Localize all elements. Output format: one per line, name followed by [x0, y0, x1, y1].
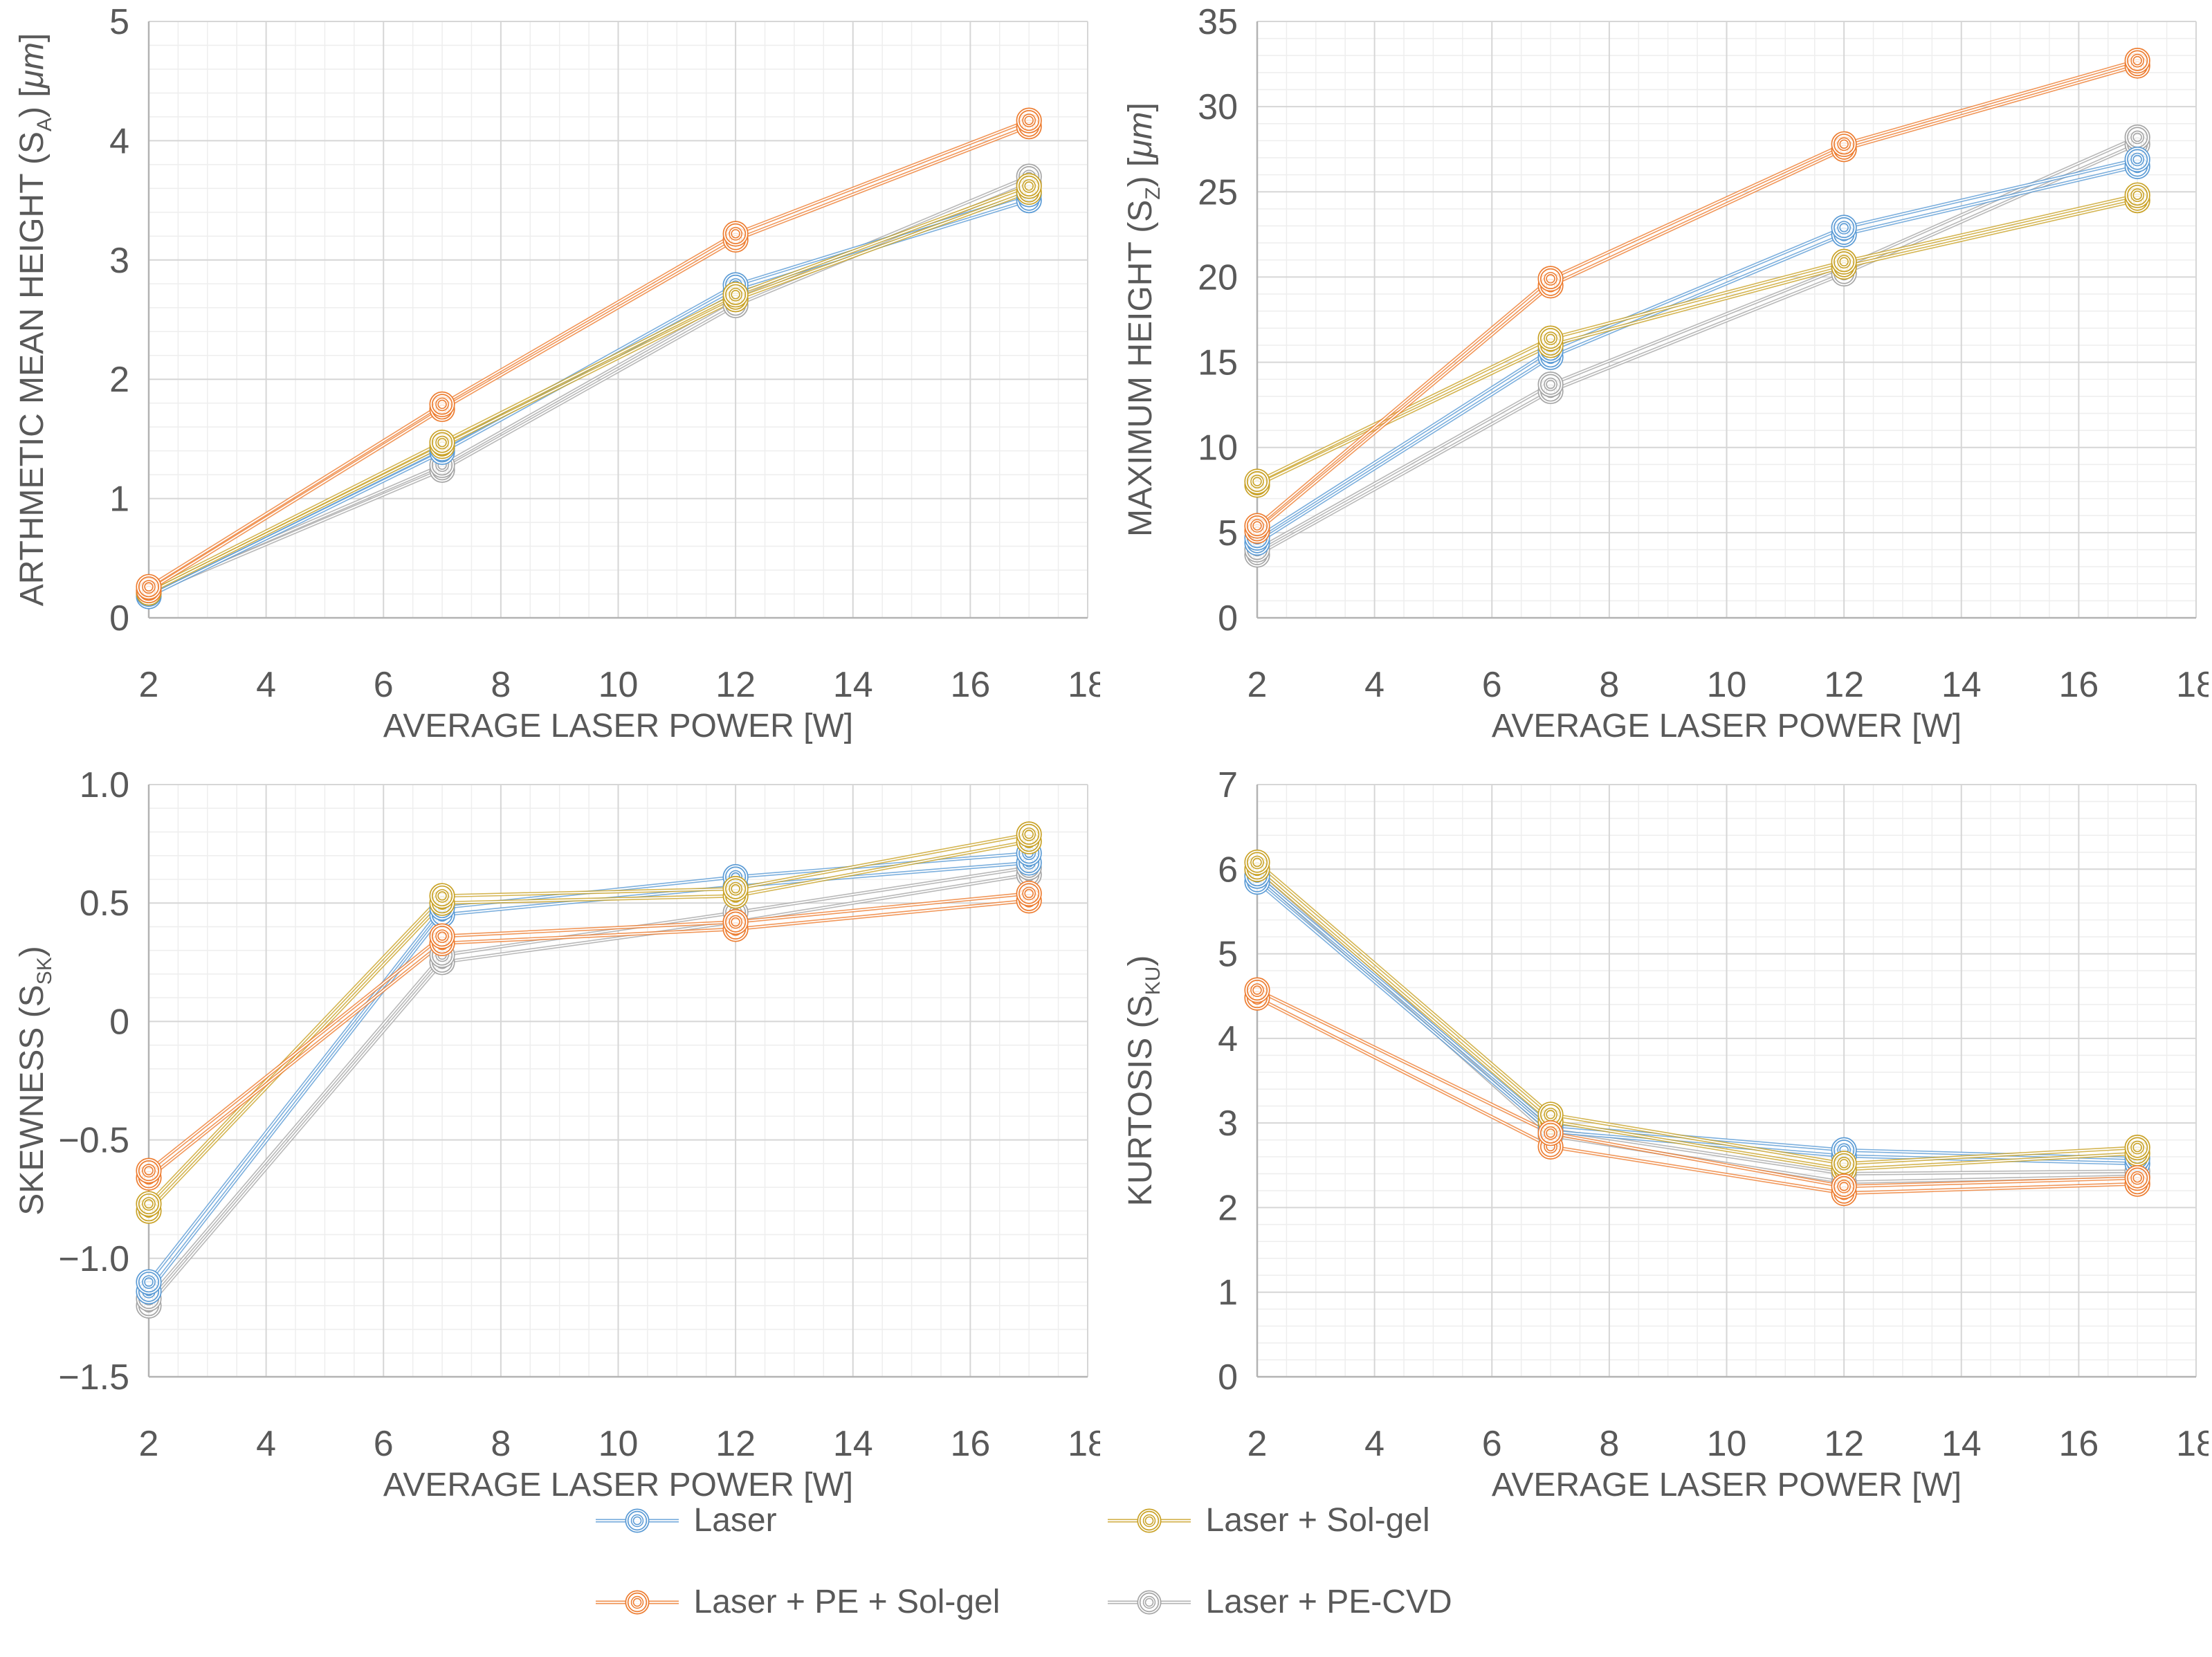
svg-text:8: 8: [1599, 1424, 1619, 1464]
svg-text:0: 0: [1218, 598, 1238, 639]
svg-text:15: 15: [1198, 343, 1238, 383]
svg-text:0: 0: [109, 598, 129, 639]
svg-text:MAXIMUM HEIGHT (SZ) [μm]: MAXIMUM HEIGHT (SZ) [μm]: [1122, 102, 1164, 537]
legend-label-laser-sol-gel: Laser + Sol-gel: [1205, 1502, 1430, 1539]
legend: Laser Laser + Sol-gel Laser + PE + Sol-g…: [0, 1500, 2212, 1623]
svg-text:12: 12: [1824, 1424, 1864, 1464]
svg-text:16: 16: [2058, 665, 2099, 705]
svg-text:5: 5: [1218, 513, 1238, 553]
chart-maximum-height: 2 4 6 8 10 12 14 16 18 0 5 10 15 20 25 30 35 AVERAGE LASE…: [1122, 3, 2209, 744]
svg-text:16: 16: [950, 665, 990, 705]
svg-text:2: 2: [109, 360, 129, 400]
svg-text:8: 8: [491, 1424, 511, 1464]
svg-text:0.5: 0.5: [80, 884, 129, 924]
svg-text:10: 10: [598, 1424, 639, 1464]
svg-text:−1.5: −1.5: [58, 1357, 129, 1398]
svg-text:6: 6: [374, 665, 394, 705]
svg-text:16: 16: [2058, 1424, 2099, 1464]
laser-series-marker-icon: [595, 1508, 679, 1533]
legend-label-laser-pe-sol-gel: Laser + PE + Sol-gel: [693, 1584, 1000, 1620]
svg-text:6: 6: [374, 1424, 394, 1464]
svg-text:5: 5: [1218, 935, 1238, 975]
svg-text:14: 14: [1941, 665, 1982, 705]
svg-text:35: 35: [1198, 3, 1238, 42]
svg-text:18: 18: [1068, 1424, 1100, 1464]
svg-text:8: 8: [1599, 665, 1619, 705]
svg-text:AVERAGE LASER POWER [W]: AVERAGE LASER POWER [W]: [383, 1467, 853, 1503]
legend-grid: Laser Laser + Sol-gel Laser + PE + Sol-g…: [0, 1500, 2212, 1623]
svg-text:10: 10: [1707, 665, 1747, 705]
legend-item-laser-pe-sol-gel: Laser + PE + Sol-gel: [594, 1582, 1106, 1623]
legend-item-laser: Laser: [594, 1500, 1106, 1541]
legend-item-laser-sol-gel: Laser + Sol-gel: [1106, 1500, 1618, 1541]
svg-text:6: 6: [1482, 1424, 1502, 1464]
svg-text:12: 12: [1824, 665, 1864, 705]
svg-text:0: 0: [109, 1002, 129, 1042]
svg-text:2: 2: [139, 1424, 159, 1464]
svg-text:−0.5: −0.5: [58, 1121, 129, 1161]
svg-text:20: 20: [1198, 257, 1238, 297]
svg-text:2: 2: [1218, 1188, 1238, 1228]
svg-text:10: 10: [598, 665, 639, 705]
svg-text:AVERAGE LASER POWER [W]: AVERAGE LASER POWER [W]: [1492, 708, 1962, 744]
svg-text:4: 4: [256, 665, 276, 705]
svg-text:6: 6: [1218, 850, 1238, 890]
svg-text:4: 4: [1364, 1424, 1384, 1464]
chart-skewness: 2 4 6 8 10 12 14 16 18 −1.5 −1.0 −0.5 0 0.5 1.0 AVERAGE…: [14, 765, 1100, 1503]
svg-text:3: 3: [109, 241, 129, 281]
laser-pe-cvd-series-marker-icon: [1107, 1590, 1191, 1615]
svg-text:7: 7: [1218, 765, 1238, 805]
svg-text:30: 30: [1198, 87, 1238, 127]
laser-sol-gel-series-marker-icon: [1107, 1508, 1191, 1533]
svg-text:4: 4: [1364, 665, 1384, 705]
svg-text:ARTHMETIC MEAN HEIGHT (SA) [μm: ARTHMETIC MEAN HEIGHT (SA) [μm]: [14, 33, 56, 607]
svg-text:10: 10: [1198, 428, 1238, 468]
svg-text:1: 1: [109, 479, 129, 520]
svg-text:5: 5: [109, 3, 129, 42]
svg-text:18: 18: [2176, 665, 2209, 705]
legend-label-laser: Laser: [693, 1502, 777, 1539]
svg-text:14: 14: [833, 1424, 873, 1464]
svg-text:4: 4: [109, 121, 129, 161]
svg-text:1: 1: [1218, 1273, 1238, 1313]
svg-text:−1.0: −1.0: [58, 1239, 129, 1279]
svg-text:4: 4: [1218, 1019, 1238, 1059]
svg-text:8: 8: [491, 665, 511, 705]
legend-label-laser-pe-cvd: Laser + PE-CVD: [1205, 1584, 1452, 1620]
svg-text:18: 18: [1068, 665, 1100, 705]
laser-pe-sol-gel-series-marker-icon: [595, 1590, 679, 1615]
svg-text:14: 14: [1941, 1424, 1982, 1464]
svg-text:2: 2: [1247, 1424, 1268, 1464]
svg-text:AVERAGE LASER POWER [W]: AVERAGE LASER POWER [W]: [383, 708, 853, 744]
legend-item-laser-pe-cvd: Laser + PE-CVD: [1106, 1582, 1618, 1623]
svg-text:2: 2: [1247, 665, 1268, 705]
svg-text:25: 25: [1198, 172, 1238, 212]
svg-text:1.0: 1.0: [80, 765, 129, 805]
svg-text:14: 14: [833, 665, 873, 705]
svg-text:18: 18: [2176, 1424, 2209, 1464]
svg-text:KURTOSIS (SKU): KURTOSIS (SKU): [1122, 955, 1164, 1207]
svg-text:10: 10: [1707, 1424, 1747, 1464]
svg-text:AVERAGE LASER POWER [W]: AVERAGE LASER POWER [W]: [1492, 1467, 1962, 1503]
svg-text:SKEWNESS (SSK): SKEWNESS (SSK): [14, 946, 56, 1215]
svg-text:16: 16: [950, 1424, 990, 1464]
svg-text:4: 4: [256, 1424, 276, 1464]
svg-text:12: 12: [715, 1424, 756, 1464]
svg-text:2: 2: [139, 665, 159, 705]
svg-text:0: 0: [1218, 1357, 1238, 1398]
svg-text:3: 3: [1218, 1104, 1238, 1144]
svg-text:12: 12: [715, 665, 756, 705]
svg-text:6: 6: [1482, 665, 1502, 705]
